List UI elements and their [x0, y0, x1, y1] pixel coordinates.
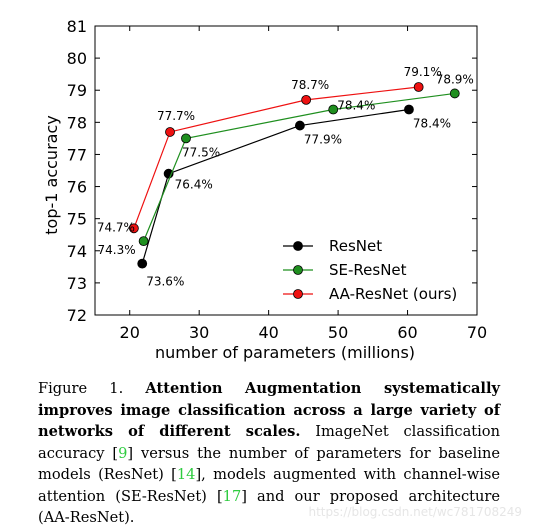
x-tick-label: 60: [397, 323, 417, 342]
legend-label: AA-ResNet (ours): [329, 285, 457, 303]
x-axis-title: number of parameters (millions): [155, 343, 415, 362]
y-tick-label: 74: [67, 242, 87, 261]
data-label: 78.4%: [413, 116, 451, 130]
y-tick-label: 77: [67, 145, 87, 164]
series-line: [141, 108, 410, 264]
accuracy-vs-parameters-chart: 20 30 40 50 60 70 72 73 74 75 76 77 78 79 80 81 73.6% 76…: [42, 17, 488, 362]
series-aa-resnet-ours: 74.7% 77.7% 78.7% 79.1%: [97, 65, 442, 234]
legend-marker: [293, 265, 303, 275]
data-point: [328, 104, 339, 115]
chart-axes: 20 30 40 50 60 70 72 73 74 75 76 77 78 79 80 81: [67, 17, 488, 342]
data-point: [301, 94, 312, 105]
citation-link[interactable]: 9: [118, 444, 128, 462]
data-point: [294, 120, 305, 131]
data-point: [449, 88, 460, 99]
data-point: [165, 127, 175, 137]
x-tick-label: 30: [189, 323, 209, 342]
caption-text: ImageNet classification accuracy [: [38, 423, 500, 462]
series-line: [143, 92, 455, 242]
y-tick-label: 79: [67, 81, 87, 100]
data-label: 74.7%: [97, 220, 135, 234]
x-tick-label: 70: [467, 323, 487, 342]
x-tick-label: 40: [258, 323, 278, 342]
data-point: [413, 82, 424, 92]
legend-label: ResNet: [329, 237, 382, 255]
data-label: 77.7%: [157, 109, 195, 123]
legend-marker: [293, 241, 303, 251]
y-tick-label: 76: [67, 178, 87, 197]
caption-prefix: Figure 1.: [38, 380, 124, 397]
data-point: [181, 133, 191, 144]
caption-bold-text: Attention Augmentation systematically im…: [38, 380, 500, 440]
y-tick-label: 73: [67, 274, 87, 293]
plot-frame: [94, 25, 478, 316]
caption-body: ImageNet classification accuracy [9] ver…: [38, 423, 500, 526]
series-line: [133, 86, 419, 229]
chart-series: 73.6% 76.4% 77.9% 78.4% 74.3% 77.5% 78.4% 78.9%…: [97, 65, 474, 289]
caption-text: ] versus the number of parameters for ba…: [38, 444, 500, 484]
y-tick-label: 78: [67, 113, 87, 132]
legend-label: SE-ResNet: [329, 261, 407, 279]
data-point: [404, 104, 414, 115]
data-label: 74.3%: [97, 243, 135, 257]
data-label: 76.4%: [175, 178, 213, 192]
y-tick-label: 81: [67, 17, 87, 36]
y-tick-label: 72: [67, 306, 87, 325]
x-tick-label: 20: [120, 323, 140, 342]
data-label: 78.7%: [291, 78, 329, 92]
citation-link[interactable]: 17: [222, 487, 242, 505]
citation-link[interactable]: 14: [176, 466, 196, 483]
y-axis-title: top-1 accuracy: [42, 115, 61, 234]
data-label: 77.5%: [182, 145, 220, 159]
figure-caption: Figure 1. Attention Augmentation systema…: [38, 378, 500, 529]
data-point: [138, 236, 149, 247]
series-resnet: 73.6% 76.4% 77.9% 78.4%: [137, 104, 451, 289]
watermark-text: https://blog.csdn.net/wc781708249: [308, 505, 523, 519]
data-label: 73.6%: [146, 275, 184, 289]
caption-text: ] and our proposed architecture (AA-ResN…: [38, 487, 500, 527]
legend-marker: [293, 289, 303, 299]
data-label: 78.4%: [337, 98, 375, 112]
data-label: 77.9%: [304, 133, 342, 147]
caption-text: ], models augmented with channel-wise at…: [38, 466, 500, 505]
series-se-resnet: 74.3% 77.5% 78.4% 78.9%: [97, 72, 473, 257]
x-tick-label: 50: [328, 323, 348, 342]
y-tick-label: 75: [67, 210, 87, 229]
chart-legend: ResNet SE-ResNet AA-ResNet (ours): [283, 237, 457, 303]
data-point: [128, 223, 139, 234]
y-tick-label: 80: [67, 49, 87, 68]
data-label: 78.9%: [436, 72, 474, 86]
data-point: [137, 258, 148, 269]
data-label: 79.1%: [404, 65, 442, 79]
